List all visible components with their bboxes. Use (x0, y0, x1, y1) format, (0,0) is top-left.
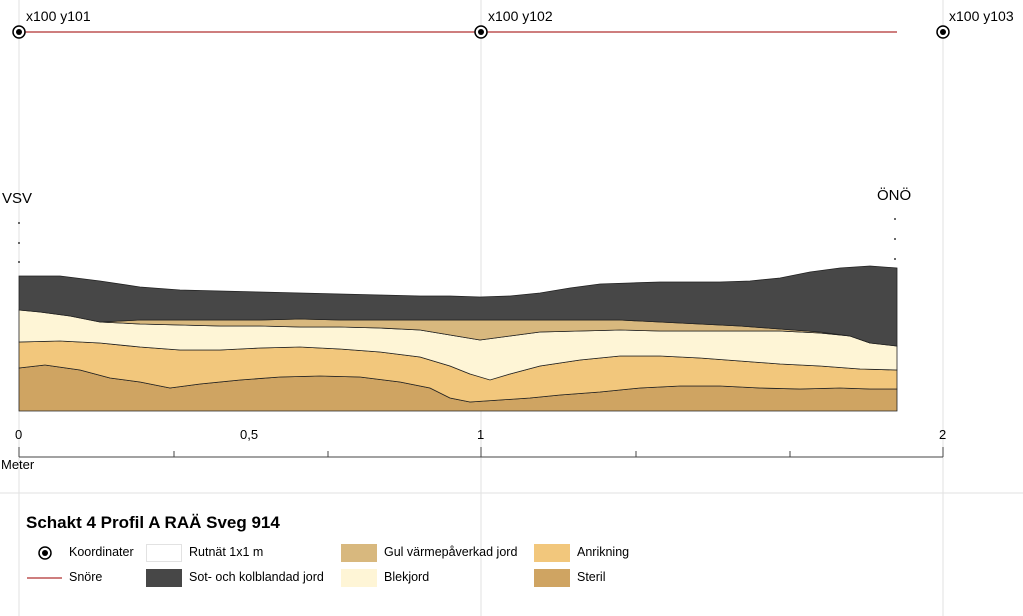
legend-swatch-blekjord (341, 569, 377, 587)
legend-swatch-sot-kolblandad (146, 569, 182, 587)
direction-dots (18, 218, 896, 263)
legend-swatch-steril (534, 569, 570, 587)
legend-label-rutnat: Rutnät 1x1 m (189, 545, 264, 559)
legend-label-sot-kolblandad: Sot- och kolblandad jord (189, 570, 324, 584)
direction-right-label: ÖNÖ (877, 187, 912, 204)
legend-label-gul-varmepaverkad: Gul värmepåverkad jord (384, 545, 518, 559)
legend-label-koordinater: Koordinater (69, 545, 134, 559)
direction-left-label: VSV (2, 190, 33, 207)
scale-tick-2: 2 (939, 427, 947, 442)
legend-swatch-rutnat (146, 544, 182, 562)
legend-label-steril: Steril (577, 570, 606, 584)
legend-label-anrikning: Anrikning (577, 545, 630, 559)
legend-swatch-anrikning (534, 544, 570, 562)
coord-label-2: x100 y102 (488, 8, 553, 24)
coordinate-marker-1 (12, 25, 26, 39)
legend-swatch-gul-varmepaverkad (341, 544, 377, 562)
legend-koordinater-symbol (38, 546, 52, 560)
scale-tick-0-5: 0,5 (240, 427, 259, 442)
coordinate-marker-2 (474, 25, 488, 39)
layer-sot-kolblandad (18, 265, 898, 347)
scale-bar (18, 447, 944, 458)
scale-tick-1: 1 (477, 427, 485, 442)
soil-profile (18, 265, 898, 412)
legend-title: Schakt 4 Profil A RAÄ Sveg 914 (26, 513, 280, 532)
scale-tick-0: 0 (15, 427, 23, 442)
coord-label-1: x100 y101 (26, 8, 91, 24)
coord-label-3: x100 y103 (949, 8, 1014, 24)
legend-label-snore: Snöre (69, 570, 103, 584)
legend-label-blekjord: Blekjord (384, 570, 430, 584)
coordinate-marker-3 (936, 25, 950, 39)
scale-unit-label: Meter (1, 457, 35, 472)
